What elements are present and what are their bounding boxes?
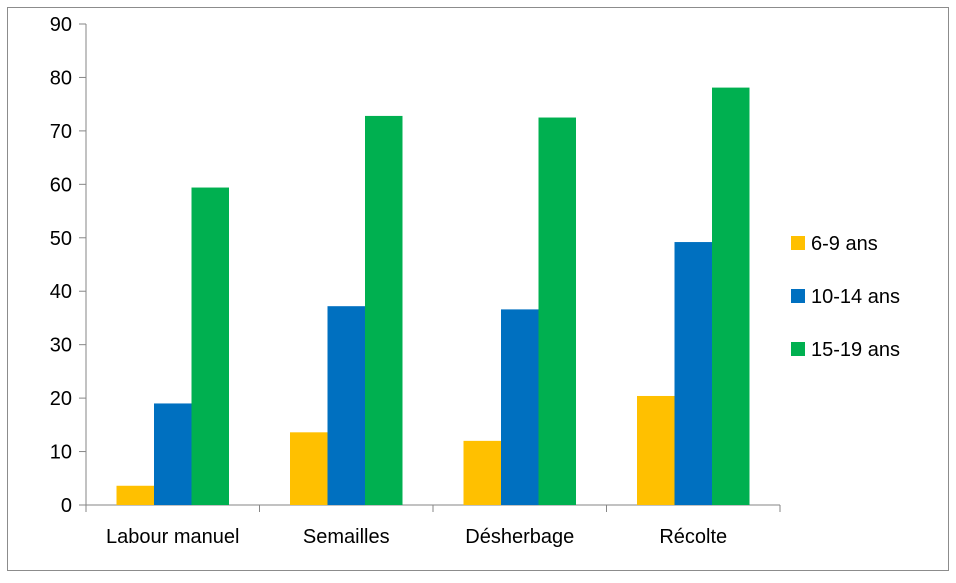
legend-swatch-2 xyxy=(791,289,805,303)
bar-1-4 xyxy=(637,395,675,505)
y-tick-label: 50 xyxy=(50,228,72,250)
legend-label-2: 10-14 ans xyxy=(811,286,900,308)
y-tick-label: 10 xyxy=(50,442,72,464)
y-tick-label: 60 xyxy=(50,174,72,196)
legend-swatch-3 xyxy=(791,342,805,356)
y-tick-label: 30 xyxy=(50,335,72,357)
legend: 6-9 ans 10-14 ans 15-19 ans xyxy=(791,233,900,361)
x-tick-label: Désherbage xyxy=(465,526,574,548)
bar-1-3 xyxy=(463,440,501,505)
bar-2-2 xyxy=(327,306,365,505)
bar-2-3 xyxy=(501,309,539,505)
bar-3-3 xyxy=(538,117,576,506)
bar-2-4 xyxy=(674,242,712,505)
bar-3-4 xyxy=(712,87,750,506)
bar-2-1 xyxy=(154,403,192,505)
y-tick-label: 70 xyxy=(50,121,72,143)
bar-1-2 xyxy=(290,432,328,505)
legend-label-3: 15-19 ans xyxy=(811,339,900,361)
bar-3-2 xyxy=(365,115,403,506)
plot-area: 0 10 20 30 40 50 60 70 80 90 Labour manuel Semaille… xyxy=(50,14,781,548)
y-tick-label: 0 xyxy=(61,495,72,517)
x-tick-label: Labour manuel xyxy=(106,526,239,548)
legend-label-1: 6-9 ans xyxy=(811,233,878,255)
bar-1-1 xyxy=(116,485,154,505)
y-tick-label: 40 xyxy=(50,281,72,303)
y-tick-label: 20 xyxy=(50,388,72,410)
y-tick-label: 80 xyxy=(50,67,72,89)
legend-swatch-1 xyxy=(791,236,805,250)
bar-3-1 xyxy=(191,187,229,506)
x-tick-label: Récolte xyxy=(659,526,727,548)
y-tick-label: 90 xyxy=(50,14,72,36)
x-tick-label: Semailles xyxy=(303,526,390,548)
